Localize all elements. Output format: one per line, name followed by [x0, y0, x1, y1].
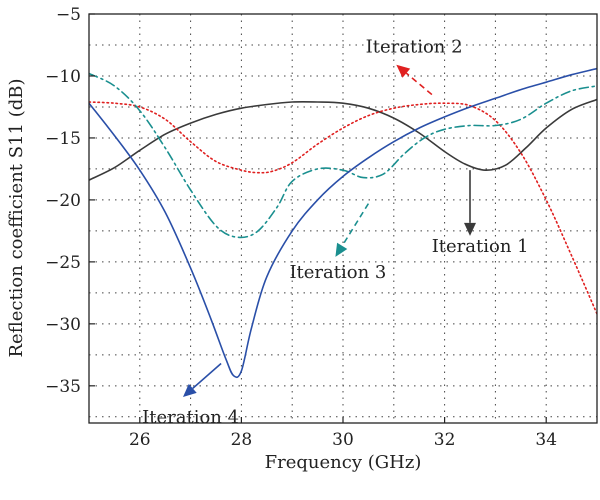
x-tick-label: 26	[129, 430, 151, 450]
series-line-iteration-4	[89, 67, 597, 379]
x-tick-label: 28	[231, 430, 253, 450]
x-axis-title: Frequency (GHz)	[265, 452, 422, 473]
y-tick-label: −5	[56, 5, 81, 25]
x-tick-label: 34	[535, 430, 557, 450]
y-tick-label: −35	[45, 377, 81, 397]
x-tick-label: 30	[332, 430, 354, 450]
annotation-arrow-line	[405, 72, 433, 96]
series-line-iteration-1	[89, 98, 597, 181]
y-tick-label: −10	[45, 67, 81, 87]
x-tick-label: 32	[434, 430, 456, 450]
annotation-label-iteration-3: Iteration 3	[289, 262, 386, 283]
y-tick-label: −20	[45, 191, 81, 211]
annotation-label-iteration-1: Iteration 2	[366, 36, 463, 57]
y-axis-title: Reflection coefficient S11 (dB)	[6, 79, 27, 358]
y-tick-label: −15	[45, 129, 81, 149]
grid	[89, 14, 597, 423]
annotation-arrow-head	[335, 242, 348, 257]
annotation-arrow-head	[183, 383, 197, 397]
annotation-arrow-head	[464, 222, 476, 236]
annotation-arrow-head	[396, 64, 411, 78]
y-tick-label: −25	[45, 253, 81, 273]
series-line-iteration-3	[89, 72, 597, 239]
annotation-label-iteration-4: Iteration 4	[142, 407, 239, 428]
annotations: Iteration 2 Iteration 1 Iteration 3 Iterati…	[142, 36, 528, 428]
annotation-arrow-line	[341, 203, 370, 247]
series-layer	[89, 67, 597, 379]
series-line-iteration-2	[89, 101, 597, 315]
y-tick-label: −30	[45, 315, 81, 335]
annotation-label-iteration-2: Iteration 1	[432, 236, 529, 257]
axis-ticks: 26 28 30 32 34 −35 −30 −25 −20 −15 −10 −5	[45, 5, 557, 450]
annotation-arrow-line	[192, 362, 222, 389]
